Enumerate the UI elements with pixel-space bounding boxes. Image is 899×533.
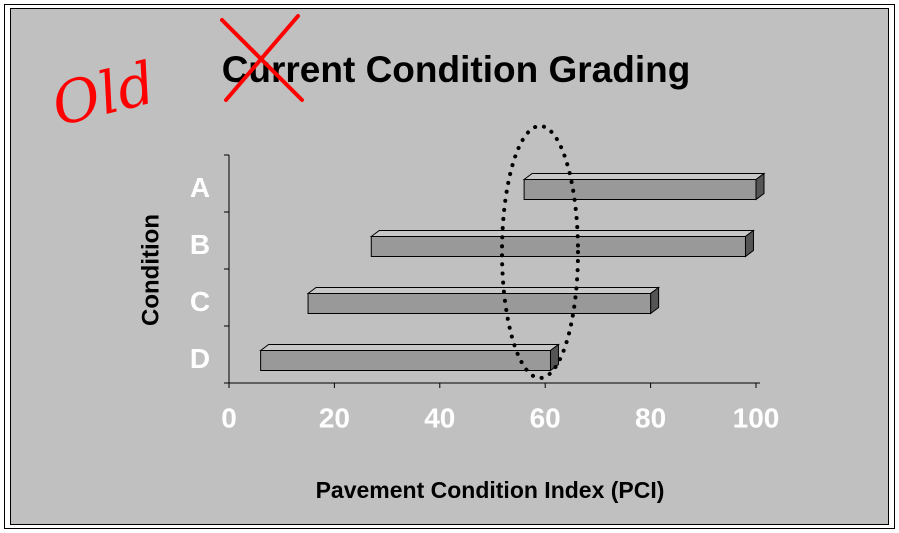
highlight-ellipse bbox=[500, 124, 580, 380]
x-tick-label: 40 bbox=[424, 402, 455, 433]
y-tick-label: C bbox=[190, 286, 210, 317]
y-tick-label: A bbox=[190, 172, 210, 203]
x-tick-label: 0 bbox=[221, 402, 237, 433]
x-tick-label: 100 bbox=[733, 402, 780, 433]
strike-x bbox=[220, 14, 304, 102]
x-tick-label: 80 bbox=[635, 402, 666, 433]
bar bbox=[307, 293, 652, 314]
y-axis-label: Condition bbox=[137, 214, 164, 326]
bar-top bbox=[306, 287, 661, 294]
bar bbox=[523, 179, 757, 200]
chart-title: Current Condition Grading bbox=[222, 49, 691, 90]
y-tick-label: D bbox=[190, 343, 210, 374]
x-tick-label: 20 bbox=[319, 402, 350, 433]
bar bbox=[260, 350, 551, 371]
y-tick-label: B bbox=[190, 229, 210, 260]
bar-top bbox=[369, 230, 755, 237]
x-tick-label: 60 bbox=[530, 402, 561, 433]
x-axis-label: Pavement Condition Index (PCI) bbox=[316, 477, 665, 503]
plot-background bbox=[10, 8, 889, 525]
bar-top bbox=[522, 173, 766, 180]
strike-line bbox=[224, 14, 300, 102]
bar bbox=[370, 236, 746, 257]
